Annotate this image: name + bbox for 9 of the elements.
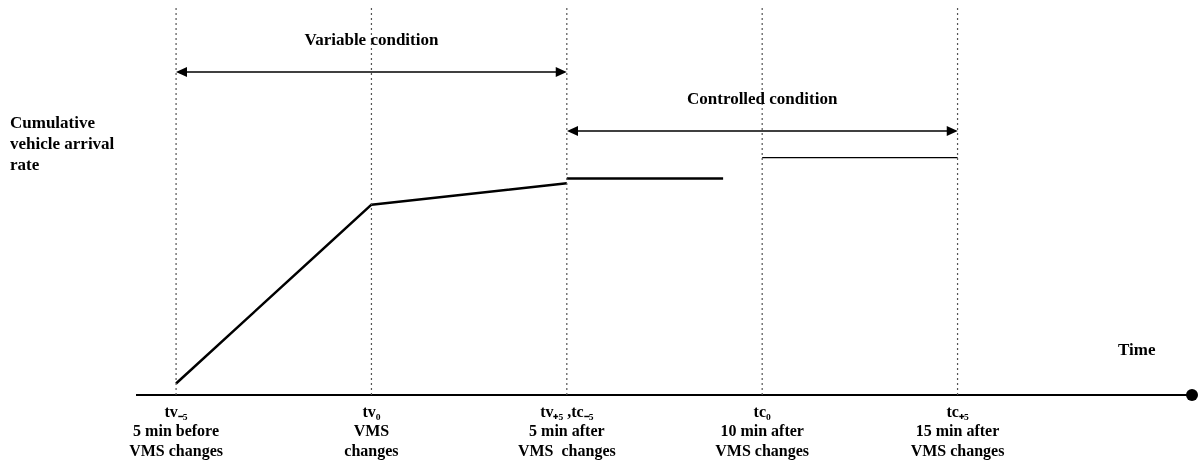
text: Variable condition xyxy=(304,30,439,50)
text: Controlled condition xyxy=(687,89,838,109)
x-tick-label: tc₀ 10 min after VMS changes xyxy=(715,403,810,460)
x-tick-label: tv₋₅ 5 min before VMS changes xyxy=(129,403,223,460)
y-axis-title: Cumulative vehicle arrival rate xyxy=(10,112,116,175)
x-tick-label: tc₊₅ 15 min after VMS changes xyxy=(910,403,1005,460)
x-tick-label: tv₊₅ ,tc₋₅ 5 min after VMS changes xyxy=(517,403,616,460)
x-tick-label: tv₀ VMS changes xyxy=(344,403,399,460)
x-axis-title: Time xyxy=(1118,340,1156,360)
